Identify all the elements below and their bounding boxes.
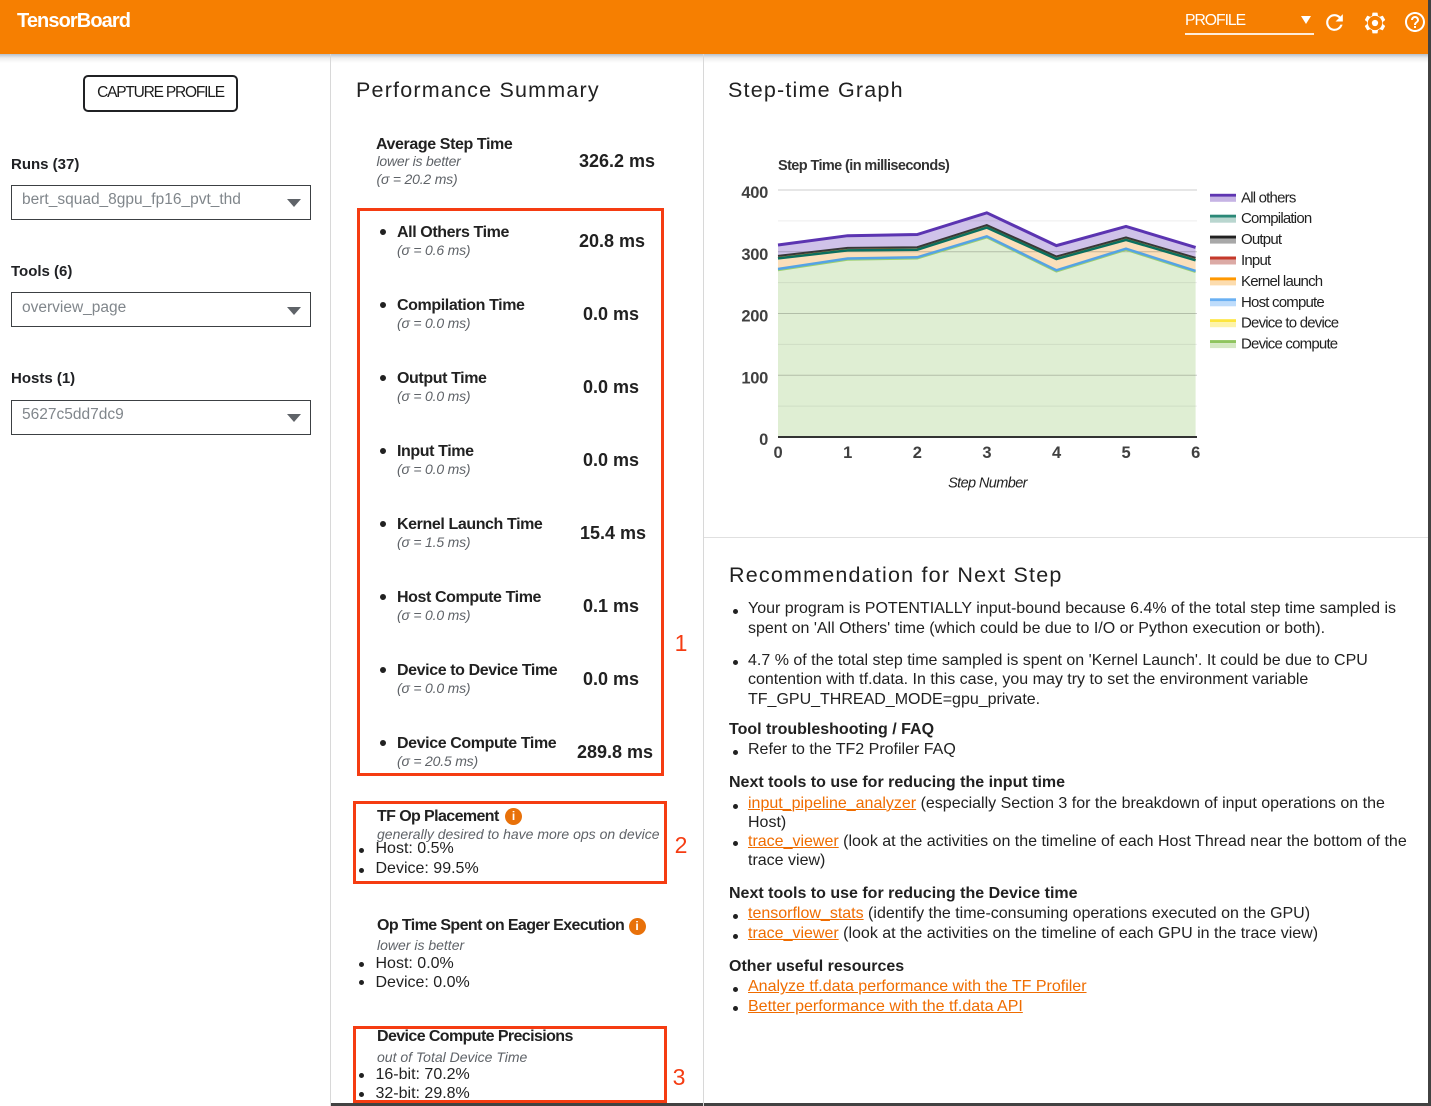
svg-text:400: 400	[741, 184, 768, 202]
svg-text:Device compute: Device compute	[1241, 336, 1338, 353]
svg-text:4: 4	[1052, 444, 1062, 462]
svg-text:0: 0	[759, 431, 768, 449]
svg-text:3: 3	[982, 444, 991, 462]
svg-text:2: 2	[913, 444, 922, 462]
svg-text:0: 0	[774, 444, 783, 462]
svg-text:Step Number: Step Number	[948, 475, 1029, 491]
svg-text:Kernel launch: Kernel launch	[1241, 273, 1323, 290]
svg-text:6: 6	[1191, 444, 1200, 462]
svg-text:300: 300	[741, 246, 768, 264]
svg-text:Device to device: Device to device	[1241, 315, 1339, 332]
svg-text:5: 5	[1122, 444, 1131, 462]
svg-text:Host compute: Host compute	[1241, 294, 1324, 311]
svg-text:Output: Output	[1241, 231, 1283, 248]
svg-text:200: 200	[741, 308, 768, 326]
svg-text:1: 1	[843, 444, 852, 462]
svg-text:100: 100	[741, 369, 768, 387]
svg-text:Compilation: Compilation	[1241, 210, 1312, 227]
svg-text:All others: All others	[1241, 189, 1296, 206]
svg-text:Step Time (in milliseconds): Step Time (in milliseconds)	[778, 158, 950, 174]
svg-text:Input: Input	[1241, 252, 1272, 269]
